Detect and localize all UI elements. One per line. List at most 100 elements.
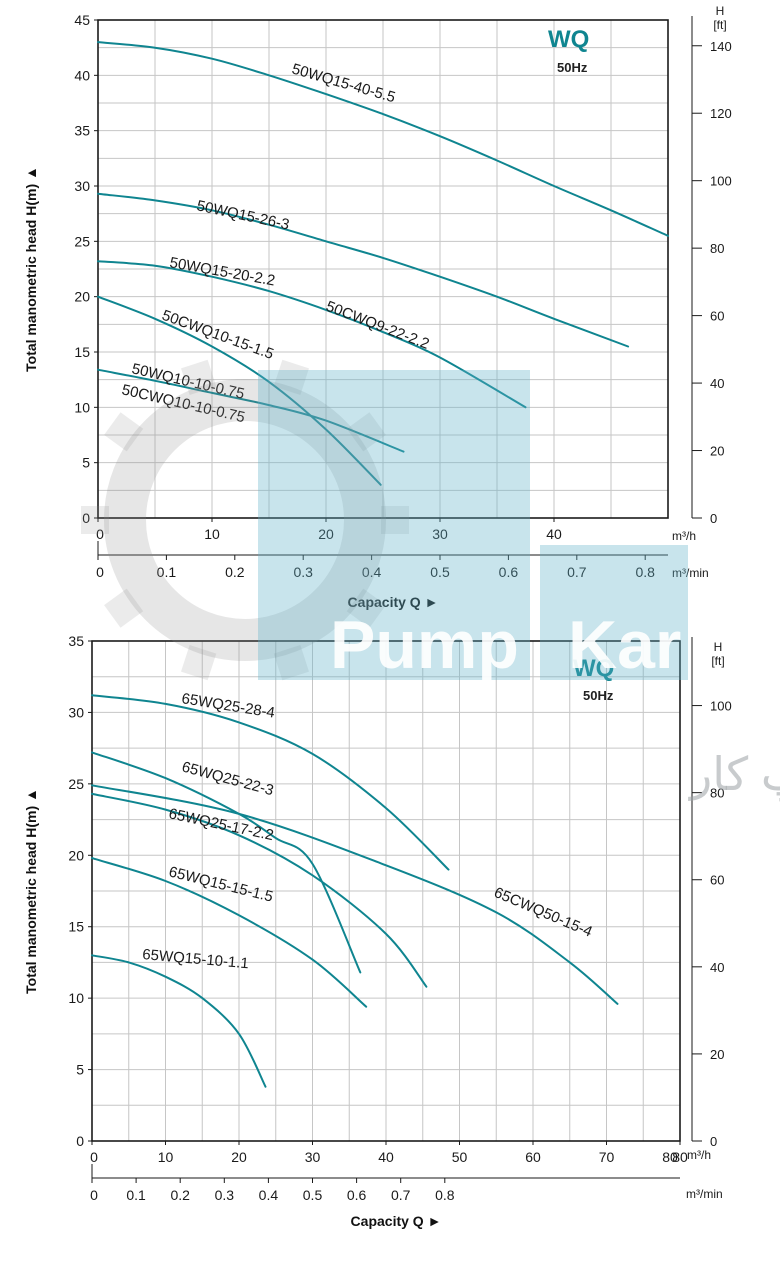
watermark-gear-tooth <box>381 506 409 534</box>
series-line <box>91 751 362 974</box>
frequency-label: 50Hz <box>557 60 588 75</box>
y2-tick-label: 20 <box>710 1047 724 1062</box>
y-axis-title: Total manometric head H(m) ▲ <box>23 166 39 372</box>
series-line <box>97 368 405 453</box>
watermark-block-right <box>540 545 688 680</box>
x2-tick-label: 0 <box>96 564 104 580</box>
x-tick-label: 80 <box>672 1149 688 1165</box>
watermark-gear-tooth <box>346 412 386 452</box>
x2-tick-label: 0.1 <box>157 564 177 580</box>
y2-tick-label: 80 <box>710 241 724 256</box>
x-tick-label: 70 <box>599 1149 615 1165</box>
series-line <box>97 192 630 348</box>
series-label: 65WQ15-10-1.1 <box>142 946 250 972</box>
y-tick-label: 0 <box>76 1133 84 1149</box>
y2-unit-label: [ft] <box>711 654 724 668</box>
x2-tick-label: 0.6 <box>347 1187 367 1203</box>
y2-tick-label: 100 <box>710 699 732 714</box>
x-axis-title: Capacity Q ► <box>348 594 439 610</box>
series-line <box>91 792 428 988</box>
x2-tick-label: 0.1 <box>126 1187 146 1203</box>
y-tick-label: 5 <box>82 455 90 471</box>
x-axis-title: Capacity Q ► <box>351 1213 442 1229</box>
y-tick-label: 30 <box>68 704 84 720</box>
x-tick-label: 80 <box>662 1149 678 1165</box>
x2-tick-label: 0.3 <box>215 1187 235 1203</box>
x2-tick-label: 0.8 <box>435 1187 455 1203</box>
y-tick-label: 25 <box>68 776 84 792</box>
watermark-gear-tooth <box>104 412 144 452</box>
wq-badge: WQ <box>573 655 614 682</box>
y-axis-title: Total manometric head H(m) ▲ <box>23 788 39 994</box>
x2-tick-label: 0.2 <box>225 564 245 580</box>
y2-tick-label: 40 <box>710 376 724 391</box>
x-unit-label: m³/h <box>672 529 696 543</box>
watermark-gear-tooth <box>273 359 309 395</box>
series-label: 65WQ15-15-1.5 <box>167 863 275 905</box>
series-line <box>91 857 368 1008</box>
watermark-tagline: گروه صنعتی پمپ کار <box>688 748 780 802</box>
series-label: 50WQ15-20-2.2 <box>168 254 276 289</box>
y-tick-label: 20 <box>68 847 84 863</box>
watermark-gear-tooth <box>181 645 217 681</box>
series-line <box>91 784 619 1005</box>
y-tick-label: 35 <box>74 123 90 139</box>
series-line <box>97 295 382 486</box>
y2-tick-label: 100 <box>710 174 732 189</box>
y2-title: H <box>716 4 725 18</box>
watermark: Pump Kar گروه صنعتی پمپ کار <box>81 359 780 802</box>
x2-tick-label: 0.7 <box>391 1187 411 1203</box>
x-tick-label: 20 <box>231 1149 247 1165</box>
watermark-block-left <box>258 370 530 680</box>
series-label: 50CWQ9-22-2.2 <box>324 298 432 353</box>
x2-unit-label: m³/min <box>686 1187 723 1201</box>
plot-frame <box>97 19 669 519</box>
x2-tick-label: 0.2 <box>170 1187 190 1203</box>
y2-tick-label: 40 <box>710 960 724 975</box>
series-label: 50CWQ10-15-1.5 <box>160 307 276 363</box>
x2-unit-label: m³/min <box>672 566 709 580</box>
x-tick-label: 10 <box>204 526 220 542</box>
y-tick-label: 10 <box>68 990 84 1006</box>
y2-tick-label: 0 <box>710 511 717 526</box>
series-label: 65CWQ50-15-4 <box>491 884 594 941</box>
x-tick-label: 0 <box>96 526 104 542</box>
wq-badge: WQ <box>548 26 589 53</box>
x2-tick-label: 0.5 <box>303 1187 323 1203</box>
frequency-label: 50Hz <box>583 688 614 703</box>
y2-tick-label: 60 <box>710 309 724 324</box>
x2-tick-label: 0 <box>90 1187 98 1203</box>
x2-tick-label: 0.8 <box>635 564 655 580</box>
watermark-word-kar: Kar <box>568 607 681 683</box>
y-tick-label: 40 <box>74 67 90 83</box>
x-tick-label: 50 <box>452 1149 468 1165</box>
y2-tick-label: 120 <box>710 106 732 121</box>
x-tick-label: 40 <box>546 526 562 542</box>
y-tick-label: 45 <box>74 12 90 28</box>
y-tick-label: 30 <box>74 178 90 194</box>
x2-tick-label: 0.4 <box>362 564 382 580</box>
x-tick-label: 10 <box>158 1149 174 1165</box>
y2-tick-label: 80 <box>710 786 724 801</box>
series-label: 65WQ25-17-2.2 <box>167 805 275 844</box>
watermark-gear-tooth <box>181 359 217 395</box>
curves: 65WQ25-28-4 65WQ25-22-3 65WQ25-17-2.2 65CWQ… <box>91 690 619 1088</box>
y2-tick-label: 60 <box>710 873 724 888</box>
x-tick-label: 60 <box>525 1149 541 1165</box>
x2-tick-label: 0.3 <box>293 564 313 580</box>
watermark-gear-tooth <box>81 506 109 534</box>
x2-tick-label: 0.5 <box>430 564 450 580</box>
y-tick-label: 25 <box>74 233 90 249</box>
watermark-gear-tooth <box>273 645 309 681</box>
grid-lines <box>97 19 669 519</box>
y2-tick-label: 0 <box>710 1134 717 1149</box>
y2-tick-label: 140 <box>710 39 732 54</box>
x-tick-label: 40 <box>378 1149 394 1165</box>
y-tick-label: 5 <box>76 1062 84 1078</box>
watermark-gear-tooth <box>104 588 144 628</box>
grid-lines <box>91 640 681 1142</box>
y2-title: H <box>714 640 723 654</box>
